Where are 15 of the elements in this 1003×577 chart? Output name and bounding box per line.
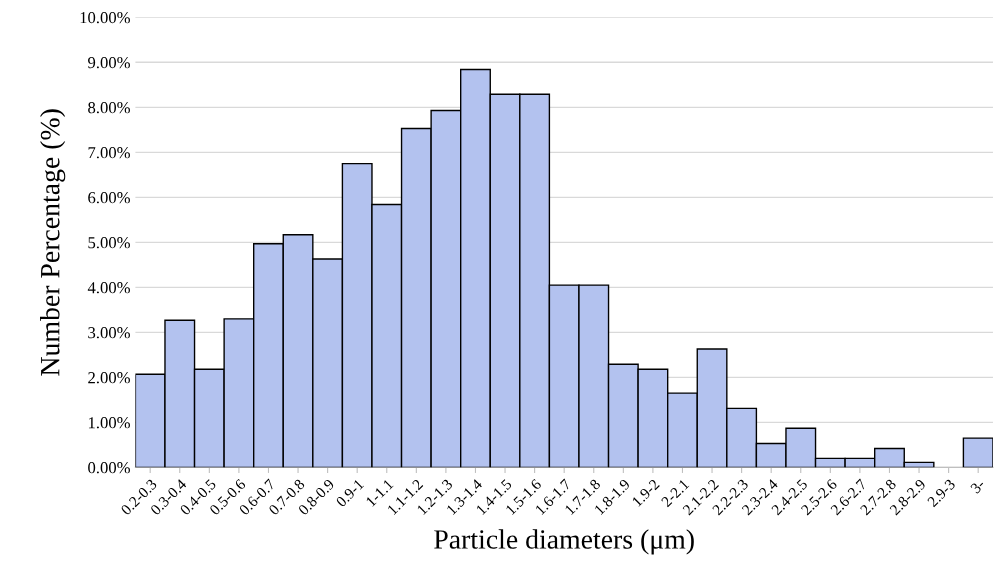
y-tick-label: 0.00% [88,462,130,474]
x-tick-label: 3- [970,478,986,494]
y-tick-label: 6.00% [88,192,130,204]
y-tick-label: 3.00% [88,327,130,339]
y-axis-title: Number Percentage (%) [40,109,66,376]
y-tick-label: 5.00% [88,237,130,249]
y-tick-label: 7.00% [88,147,130,159]
bar [962,437,993,468]
y-tick-label: 9.00% [88,57,130,69]
y-tick-label: 8.00% [88,102,130,114]
x-axis-title: Particle diameters (μm) [434,529,694,555]
y-tick-label: 2.00% [88,372,130,384]
y-tick-label: 10.00% [80,12,130,24]
y-tick-label: 1.00% [88,417,130,429]
y-tick-label: 4.00% [87,282,130,294]
